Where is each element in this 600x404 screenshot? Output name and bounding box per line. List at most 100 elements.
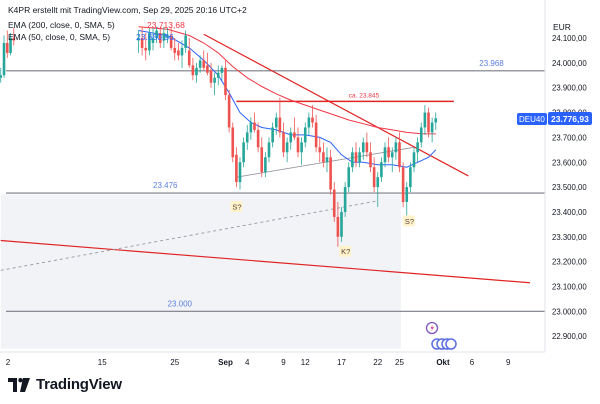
candle-body-15 (173, 47, 177, 53)
tradingview-logo-icon (8, 377, 30, 392)
candle-body-32 (235, 154, 238, 183)
candle-body-78 (401, 167, 405, 203)
x-tick-label-8: 22 (373, 358, 382, 367)
candle-body-79 (405, 187, 409, 203)
candle-body-85 (427, 112, 430, 133)
candle-body-9 (151, 38, 155, 43)
candle-body-21 (195, 67, 198, 76)
tradingview-brand[interactable]: TradingView (8, 376, 122, 393)
x-tick-label-0: 2 (6, 358, 11, 367)
x-tick-label-1: 15 (98, 358, 107, 367)
candle-body-42 (271, 127, 274, 143)
candle-body-51 (303, 127, 307, 143)
candle-body-10 (155, 30, 158, 38)
candle-body-84 (423, 112, 427, 128)
annotation-label-2: S? (405, 217, 414, 226)
y-tick-label-4: 23.700,00 (552, 133, 587, 142)
annotation-label-1: K? (341, 247, 350, 256)
candle-body-29 (224, 67, 227, 96)
symbol-badge-text: DEU40 (519, 115, 545, 124)
candles (0, 26, 438, 247)
candle-body-43 (274, 117, 278, 128)
candle-body-72 (380, 162, 383, 178)
candle-body-65 (354, 152, 358, 163)
candle-body-80 (409, 167, 412, 188)
level-label-0: 23.968 (479, 59, 504, 68)
annotation-label-0: S? (232, 202, 241, 211)
candle-body-50 (300, 142, 303, 153)
horizontal-levels (6, 70, 545, 312)
candle-body-17 (180, 47, 184, 56)
candle-body-36 (249, 122, 253, 133)
y-tick-label-6: 23.500,00 (552, 183, 587, 192)
candle-body-45 (282, 132, 285, 153)
axes: 24.100,0024.000,0023.900,0023.800,0023.7… (0, 0, 587, 367)
candle-body-57 (325, 157, 329, 163)
candle-body-41 (267, 142, 271, 158)
candle-body-4 (12, 38, 16, 41)
candle-body-68 (365, 142, 369, 153)
created-by-text: K4PR erstellt mit TradingView.com, Sep 2… (8, 5, 247, 15)
candle-body-48 (293, 132, 296, 138)
level-label-1: 23.476 (153, 181, 178, 190)
candle-body-35 (245, 132, 249, 143)
candle-body-70 (372, 167, 376, 188)
candle-body-52 (307, 117, 311, 128)
candle-body-67 (361, 142, 365, 153)
candle-body-27 (216, 72, 220, 78)
candle-body-1 (2, 42, 6, 76)
ema50-legend-label[interactable]: EMA (50, close, 0, SMA, 5) (8, 32, 110, 42)
y-tick-label-2: 23.900,00 (552, 84, 587, 93)
candle-body-23 (202, 60, 206, 68)
alert-icon[interactable] (425, 321, 439, 335)
ema200-legend-value: 23.713,68 (147, 20, 185, 30)
candle-body-8 (148, 33, 151, 51)
candle-body-53 (311, 117, 314, 123)
candle-body-11 (158, 33, 162, 43)
candle-body-63 (347, 167, 351, 188)
candle-body-30 (227, 95, 231, 128)
y-tick-label-11: 23.000,00 (552, 307, 587, 316)
last-price-text: 23.776,93 (551, 114, 589, 124)
candle-body-18 (184, 35, 187, 48)
candle-body-61 (340, 211, 343, 237)
candle-body-56 (322, 152, 325, 163)
event-markers-icon[interactable] (431, 338, 457, 350)
level-label-2: 23.000 (168, 299, 193, 308)
candle-body-47 (289, 132, 293, 143)
x-tick-label-2: 25 (170, 358, 179, 367)
candle-body-49 (296, 137, 300, 153)
candle-body-2 (5, 42, 9, 53)
candle-body-54 (314, 122, 318, 148)
y-tick-label-8: 23.300,00 (552, 233, 587, 242)
candle-body-34 (242, 142, 245, 163)
candle-body-31 (231, 127, 235, 158)
candle-body-60 (336, 216, 340, 237)
x-tick-label-6: 12 (301, 358, 310, 367)
y-tick-label-9: 23.200,00 (552, 258, 587, 267)
candle-body-5 (137, 38, 140, 41)
x-tick-label-10: Okt (436, 358, 450, 367)
trendline-0 (0, 239, 531, 284)
currency-label: EUR (553, 22, 571, 32)
candle-body-73 (383, 147, 387, 163)
ema50-legend-value: 23.650,56 (136, 32, 174, 42)
candle-body-44 (278, 117, 282, 133)
candle-body-20 (191, 65, 195, 76)
y-tick-label-7: 23.400,00 (552, 208, 587, 217)
annotation-bg-1 (339, 245, 352, 257)
annotation-bg-0 (230, 200, 243, 212)
candle-body-38 (256, 129, 260, 148)
x-tick-label-12: 9 (506, 358, 511, 367)
candle-body-77 (398, 142, 401, 168)
candle-body-58 (329, 157, 332, 190)
ema200-legend-label[interactable]: EMA (200, close, 0, SMA, 5) (8, 20, 115, 30)
candle-body-22 (198, 60, 202, 68)
symbol-badge (517, 113, 547, 125)
candle-body-64 (351, 152, 354, 168)
candle-body-81 (412, 152, 416, 168)
candle-body-74 (387, 147, 390, 158)
candle-body-28 (220, 67, 224, 73)
candle-body-55 (318, 147, 322, 153)
candle-body-40 (264, 157, 267, 173)
